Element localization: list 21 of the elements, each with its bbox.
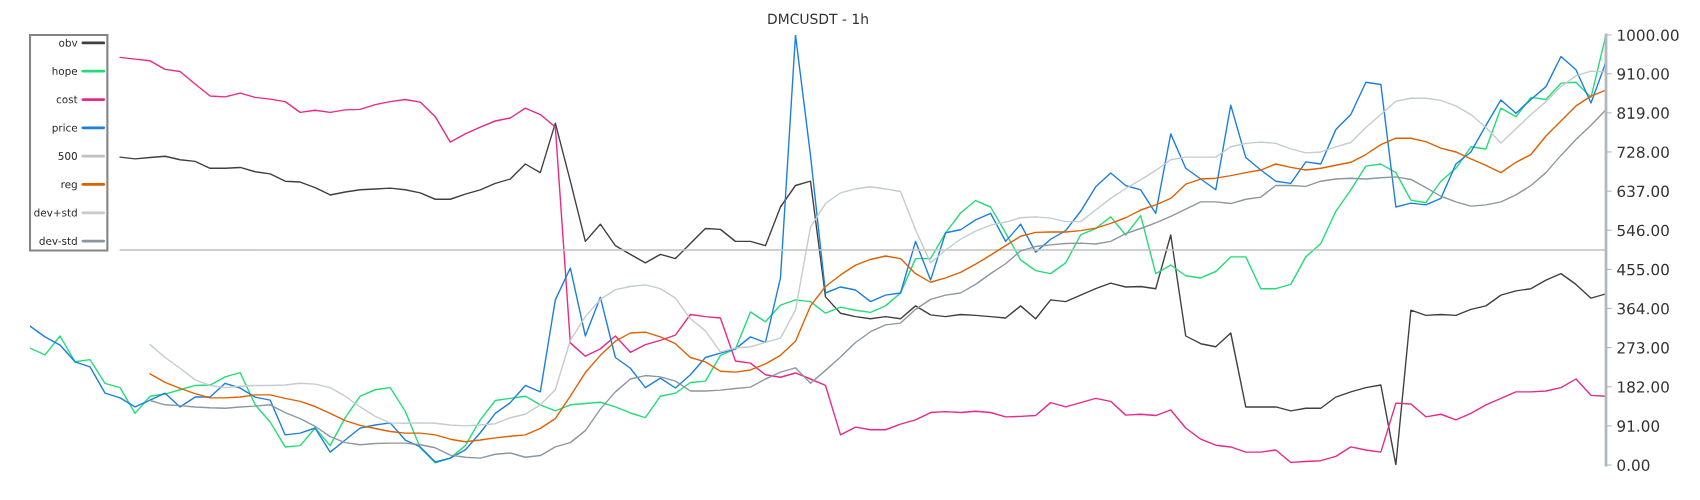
y-tick-label: 364.00 — [1617, 302, 1669, 315]
y-tick-label: 91.00 — [1617, 420, 1660, 432]
y-tick-label: 728.00 — [1617, 146, 1669, 158]
legend-label: dev+std — [34, 208, 77, 217]
y-tick-label: 819.00 — [1617, 107, 1669, 119]
legend-label: 500 — [58, 152, 77, 160]
y-tick-label: 273.00 — [1617, 342, 1669, 354]
y-tick-label: 0.00 — [1617, 459, 1650, 472]
y-tick-label: 637.00 — [1617, 185, 1669, 198]
legend-label: hope — [52, 66, 78, 78]
y-tick-label: 1000.00 — [1618, 29, 1679, 42]
legend-label: cost — [56, 95, 78, 104]
y-tick-label: 182.00 — [1618, 381, 1669, 393]
legend-label: reg — [61, 182, 77, 191]
legend-label: obv — [59, 38, 78, 47]
y-tick-label: 910.00 — [1617, 68, 1669, 80]
y-tick-label: 455.00 — [1617, 263, 1669, 276]
legend-label: price — [52, 123, 78, 134]
legend-label: dev-std — [39, 236, 77, 245]
y-tick-label: 546.00 — [1617, 224, 1669, 237]
chart-title: DMCUSDT - 1h — [768, 13, 868, 25]
